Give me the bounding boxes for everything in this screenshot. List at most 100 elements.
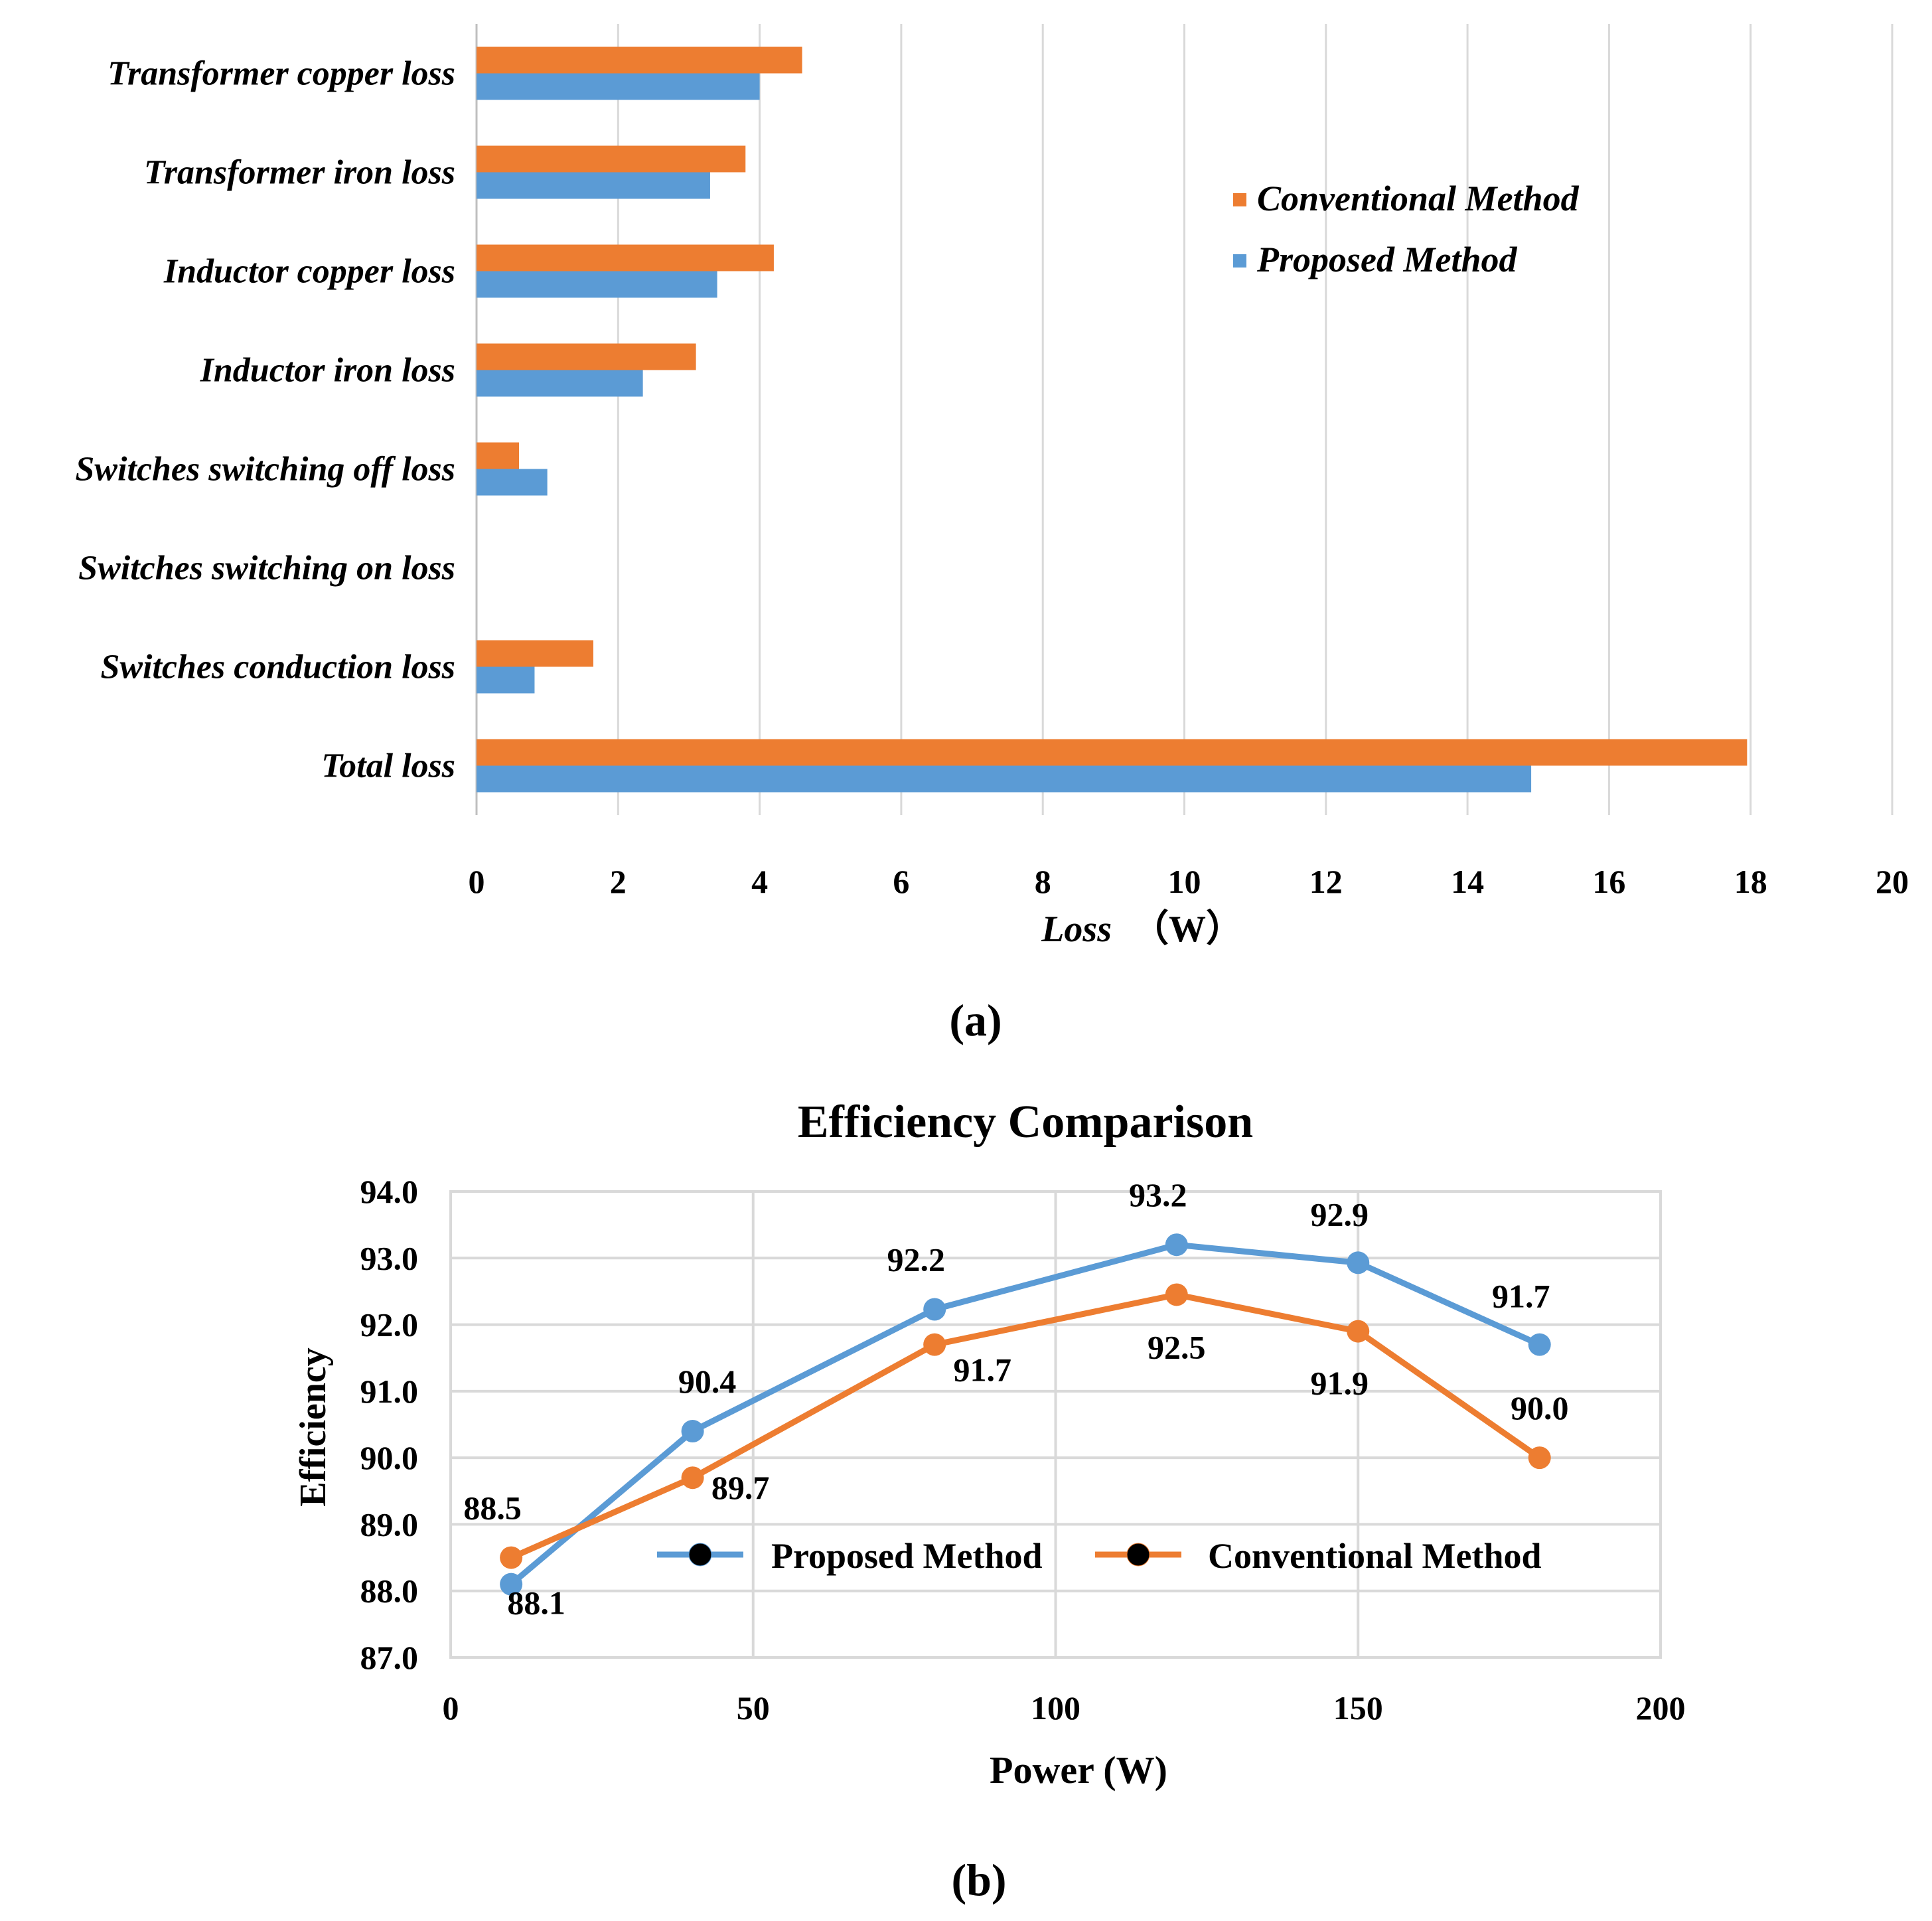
panel-label-b: (b): [951, 1855, 1006, 1905]
loss-chart-bars: [477, 46, 1747, 793]
data-label-proposed-method-180: 91.7: [1492, 1278, 1550, 1315]
bar-conventional-method-total-loss: [477, 739, 1747, 766]
loss-bar-chart: Transformer copper loss Transformer iron …: [75, 24, 1909, 1045]
point-conventional-method-40: [681, 1466, 704, 1490]
point-conventional-method-10: [500, 1546, 523, 1569]
loss-category-switches-switching-off-loss: Switches switching off loss: [75, 451, 455, 489]
data-label-conventional-method-10: 88.5: [463, 1490, 522, 1527]
loss-x-tick-4: 4: [751, 863, 768, 900]
loss-x-tick-20: 20: [1876, 863, 1909, 900]
data-label-proposed-method-80: 92.2: [887, 1241, 945, 1278]
data-label-proposed-method-40: 90.4: [678, 1363, 737, 1400]
legend-swatch-conventional: [1233, 193, 1246, 206]
legend-marker-conventional: [1126, 1543, 1150, 1567]
loss-category-transformer-iron-loss: Transformer iron loss: [144, 154, 455, 192]
legend-swatch-proposed: [1233, 254, 1246, 268]
efficiency-y-tick-89.0: 89.0: [360, 1505, 419, 1543]
loss-category-total-loss: Total loss: [321, 747, 455, 785]
bar-conventional-method-transformer-copper-loss: [477, 46, 802, 74]
loss-x-tick-8: 8: [1035, 863, 1051, 900]
loss-chart-x-axis-unit: （W）: [1132, 908, 1243, 950]
data-label-conventional-method-40: 89.7: [711, 1469, 770, 1506]
efficiency-line-chart: Efficiency Comparison 87.0 88.0 89.0 90.0 91…: [293, 1097, 1686, 1905]
loss-category-inductor-iron-loss: Inductor iron loss: [200, 352, 455, 390]
efficiency-chart-title: Efficiency Comparison: [798, 1097, 1253, 1148]
loss-x-tick-10: 10: [1168, 863, 1201, 900]
bar-proposed-method-total-loss: [477, 765, 1532, 793]
efficiency-chart-data-labels: 88.1 90.4 92.2 93.2 92.9 91.7 88.5 89.7 91.7 92.5…: [463, 1176, 1568, 1621]
point-conventional-method-120: [1165, 1283, 1188, 1306]
efficiency-chart-points: [500, 1233, 1551, 1596]
point-proposed-method-150: [1347, 1251, 1370, 1274]
legend-marker-proposed: [688, 1543, 712, 1567]
legend-label-conventional: Conventional Method: [1257, 179, 1580, 218]
point-proposed-method-10: [500, 1573, 523, 1596]
loss-chart-gridlines: [617, 24, 1894, 815]
bar-proposed-method-transformer-iron-loss: [477, 172, 710, 199]
efficiency-y-tick-90.0: 90.0: [360, 1439, 419, 1476]
efficiency-y-tick-93.0: 93.0: [360, 1239, 419, 1276]
loss-x-tick-6: 6: [893, 863, 909, 900]
efficiency-y-tick-87.0: 87.0: [360, 1639, 419, 1676]
efficiency-plot-frame: [449, 1190, 1662, 1659]
efficiency-chart-y-axis-label: Efficiency: [293, 1347, 334, 1506]
loss-x-tick-18: 18: [1734, 863, 1767, 900]
data-label-conventional-method-120: 92.5: [1148, 1328, 1206, 1365]
bar-proposed-method-transformer-copper-loss: [477, 73, 760, 100]
data-label-conventional-method-80: 91.7: [953, 1351, 1011, 1389]
efficiency-x-tick-50: 50: [737, 1689, 770, 1727]
bar-conventional-method-switches-conduction-loss: [477, 640, 593, 667]
loss-chart-x-tick-labels: 0 2 4 6 8 10 12 14 16 18 20: [469, 863, 1909, 900]
loss-category-inductor-copper-loss: Inductor copper loss: [163, 253, 455, 291]
bar-conventional-method-inductor-copper-loss: [477, 244, 774, 271]
efficiency-y-tick-88.0: 88.0: [360, 1573, 419, 1610]
bar-conventional-method-transformer-iron-loss: [477, 145, 746, 173]
line-proposed-method: [509, 1241, 1541, 1587]
panel-label-a: (a): [949, 995, 1002, 1045]
line-conventional-method: [510, 1291, 1542, 1561]
data-label-proposed-method-120: 93.2: [1129, 1176, 1187, 1213]
point-proposed-method-40: [681, 1420, 704, 1443]
efficiency-chart-y-tick-labels: 87.0 88.0 89.0 90.0 91.0 92.0 93.0 94.0: [360, 1173, 419, 1676]
bar-proposed-method-switches-switching-off-loss: [477, 469, 548, 496]
point-proposed-method-180: [1528, 1333, 1551, 1356]
loss-chart-legend: Conventional Method Proposed Method: [1233, 179, 1580, 279]
efficiency-chart-series-lines: [509, 1241, 1542, 1587]
point-conventional-method-180: [1528, 1446, 1551, 1470]
efficiency-x-tick-150: 150: [1333, 1689, 1383, 1727]
bar-proposed-method-inductor-iron-loss: [477, 370, 643, 397]
loss-x-tick-0: 0: [469, 863, 485, 900]
efficiency-y-tick-94.0: 94.0: [360, 1173, 419, 1210]
data-label-proposed-method-10: 88.1: [507, 1584, 565, 1622]
loss-category-transformer-copper-loss: Transformer copper loss: [108, 55, 455, 93]
efficiency-y-tick-92.0: 92.0: [360, 1306, 419, 1344]
loss-chart-x-axis-label: Loss: [1041, 909, 1112, 950]
loss-x-tick-12: 12: [1309, 863, 1343, 900]
loss-chart-category-labels: Transformer copper loss Transformer iron …: [75, 55, 455, 785]
efficiency-chart-gridlines: [451, 1191, 1661, 1657]
legend-text-proposed: Proposed Method: [771, 1536, 1043, 1576]
efficiency-chart-x-tick-labels: 0 50 100 150 200: [443, 1689, 1686, 1727]
point-proposed-method-80: [923, 1298, 946, 1321]
efficiency-x-tick-200: 200: [1636, 1689, 1686, 1727]
bar-proposed-method-switches-conduction-loss: [477, 666, 535, 694]
efficiency-chart-x-axis-label: Power (W): [990, 1748, 1167, 1792]
bar-proposed-method-inductor-copper-loss: [477, 271, 717, 298]
point-conventional-method-150: [1347, 1320, 1370, 1343]
efficiency-chart-legend: Proposed Method Conventional Method: [657, 1536, 1542, 1576]
point-proposed-method-120: [1165, 1233, 1188, 1257]
loss-x-tick-2: 2: [610, 863, 627, 900]
bar-conventional-method-inductor-iron-loss: [477, 343, 696, 370]
data-label-conventional-method-150: 91.9: [1311, 1365, 1369, 1402]
efficiency-x-tick-0: 0: [443, 1689, 459, 1727]
data-label-proposed-method-150: 92.9: [1311, 1195, 1369, 1233]
loss-category-switches-conduction-loss: Switches conduction loss: [100, 649, 455, 686]
bar-conventional-method-switches-switching-off-loss: [477, 442, 519, 469]
loss-x-tick-16: 16: [1592, 863, 1625, 900]
efficiency-x-tick-100: 100: [1031, 1689, 1080, 1727]
legend-text-conventional: Conventional Method: [1208, 1536, 1542, 1576]
efficiency-y-tick-91.0: 91.0: [360, 1373, 419, 1410]
loss-category-switches-switching-on-loss: Switches switching on loss: [78, 550, 455, 587]
legend-label-proposed: Proposed Method: [1256, 240, 1518, 279]
